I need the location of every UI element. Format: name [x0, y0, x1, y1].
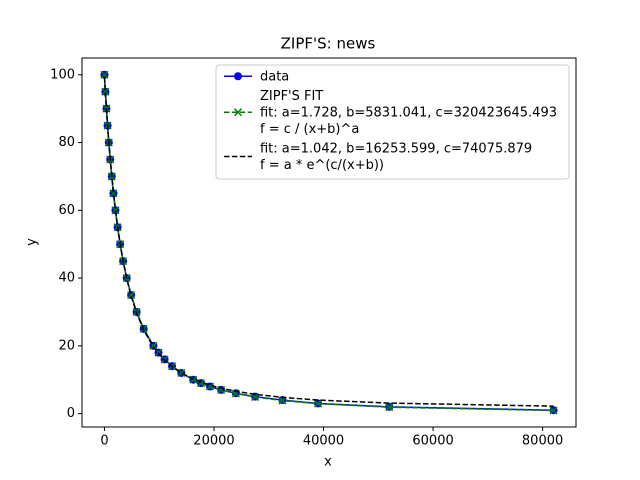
marker — [109, 189, 118, 198]
legend-label-line: f = a * e^(c/(x+b)) — [260, 157, 384, 172]
marker — [549, 406, 558, 415]
legend-box — [215, 64, 570, 180]
legend-label-line: ZIPF'S FIT — [260, 88, 323, 103]
legend-label: ZIPF'S FIT fit: a=1.728, b=5831.041, c=32… — [260, 88, 557, 136]
plot-frame — [81, 57, 577, 428]
y-tick-label: 20 — [58, 338, 75, 353]
legend-label-line: fit: a=1.042, b=16253.599, c=74075.879 — [260, 141, 532, 156]
legend-label-line: fit: a=1.728, b=5831.041, c=320423645.49… — [260, 105, 557, 120]
chart-title: ZIPF'S: news — [281, 35, 376, 53]
marker — [100, 70, 109, 79]
x-tick-label: 40000 — [303, 434, 344, 449]
marker — [233, 72, 242, 81]
marker — [127, 290, 136, 300]
marker — [233, 108, 243, 117]
x-axis-label: x — [324, 455, 332, 470]
y-tick-label: 80 — [58, 135, 75, 150]
legend-label-line: data — [260, 69, 289, 84]
marker — [314, 399, 323, 408]
y-axis-label: y — [25, 238, 40, 246]
legend-label-line: f = c / (x+b)^a — [260, 121, 359, 136]
legend: data ZIPF'S FIT fit: a=1.728, b=5831.041, … — [215, 64, 570, 180]
y-tick-label: 100 — [50, 67, 75, 82]
x-tick-label: 80000 — [522, 434, 563, 449]
x-tick-label: 60000 — [412, 434, 453, 449]
legend-label: fit: a=1.042, b=16253.599, c=74075.879 f … — [260, 141, 532, 173]
y-tick-label: 60 — [58, 203, 75, 218]
x-tick-label: 20000 — [193, 434, 234, 449]
series-line — [103, 76, 554, 407]
legend-label: data — [260, 69, 289, 84]
marker — [111, 206, 120, 215]
y-tick-label: 40 — [58, 271, 75, 286]
marker — [385, 403, 394, 412]
y-tick-label: 0 — [67, 406, 75, 421]
marker — [101, 87, 110, 96]
x-tick-label: 0 — [100, 434, 108, 449]
